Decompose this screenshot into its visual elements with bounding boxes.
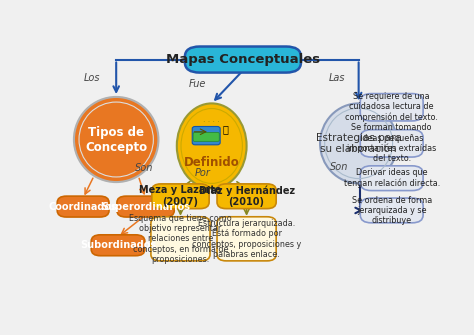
Text: Meza y Lazarte
(2007): Meza y Lazarte (2007) [139,186,222,207]
Text: Son: Son [330,161,348,172]
FancyBboxPatch shape [360,93,423,121]
Text: Superordinarios: Superordinarios [101,202,190,212]
Text: Se forman tomando
ideas pequeñas
importantes extraídas
del texto.: Se forman tomando ideas pequeñas importa… [347,123,437,163]
Text: Se requiere de una
cuidadosa lectura de
comprensión del texto.: Se requiere de una cuidadosa lectura de … [345,92,438,123]
FancyBboxPatch shape [152,184,209,209]
Text: Los: Los [84,73,100,83]
Text: Se ordena de forma
jerarquizada y se
distribuye: Se ordena de forma jerarquizada y se dis… [352,196,432,225]
FancyBboxPatch shape [217,184,276,209]
FancyBboxPatch shape [91,235,145,256]
FancyBboxPatch shape [360,198,423,223]
Text: 🧑: 🧑 [223,124,228,134]
Text: Definido: Definido [184,156,239,169]
FancyBboxPatch shape [193,133,219,141]
Text: Tipos de
Concepto: Tipos de Concepto [85,126,147,153]
FancyBboxPatch shape [192,127,220,145]
FancyBboxPatch shape [151,217,210,261]
FancyBboxPatch shape [360,166,423,191]
Text: Derivar ideas que
tengan relación directa.: Derivar ideas que tengan relación direct… [344,168,440,188]
Text: Esquema que tiene como
objetivo representar
relaciones entre
conceptos, en forma: Esquema que tiene como objetivo represen… [129,213,232,264]
Text: Diaz y Hernández
(2010): Diaz y Hernández (2010) [199,185,295,207]
Ellipse shape [74,97,158,182]
FancyBboxPatch shape [185,47,301,73]
Text: Coordinados: Coordinados [49,202,118,212]
Text: Las: Las [328,73,345,83]
Text: Por: Por [195,168,210,178]
Text: Son: Son [135,163,153,173]
Ellipse shape [320,104,397,183]
FancyBboxPatch shape [57,196,109,217]
FancyBboxPatch shape [117,196,174,217]
Ellipse shape [177,104,246,189]
Text: Mapas Conceptuales: Mapas Conceptuales [166,53,320,66]
Text: Estructura jerarquizada.
Está formado por
conceptos, proposiciones y
palabras en: Estructura jerarquizada. Está formado po… [192,219,301,259]
FancyBboxPatch shape [360,130,423,157]
Text: · · · ·: · · · · [203,118,220,127]
Text: Subordinados: Subordinados [80,240,156,250]
FancyBboxPatch shape [217,217,276,261]
Text: Estrategias para
su elaboración: Estrategias para su elaboración [316,133,401,154]
Text: Fue: Fue [188,79,206,89]
